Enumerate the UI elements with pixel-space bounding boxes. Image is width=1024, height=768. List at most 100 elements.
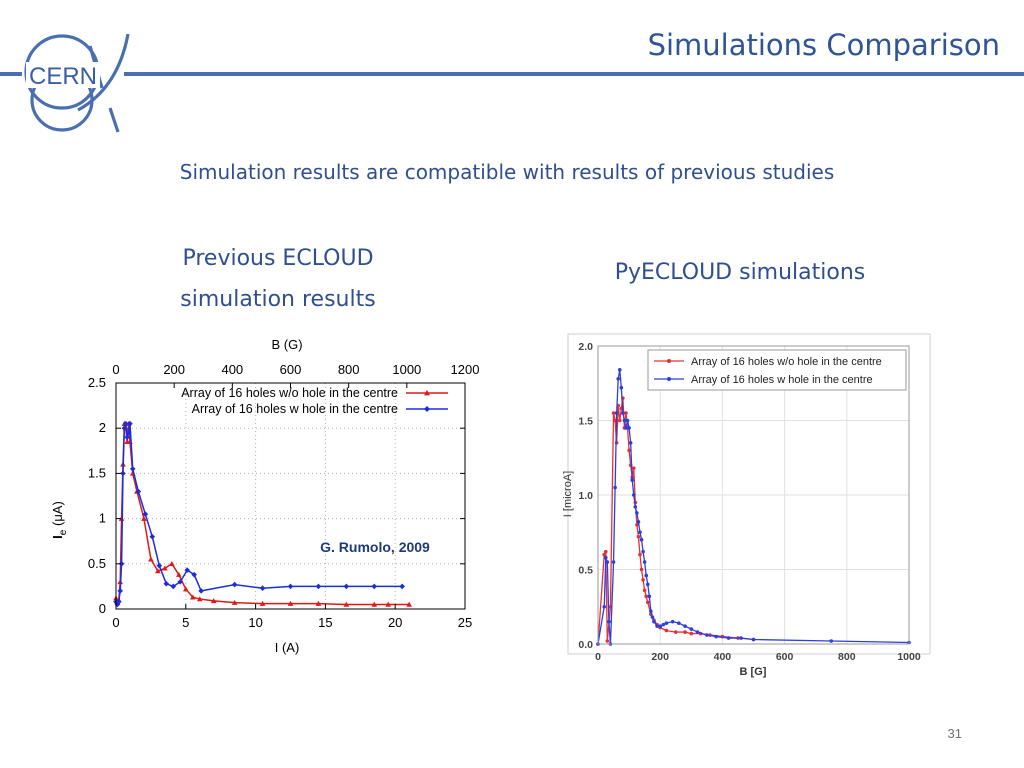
pyecloud-series-1-point bbox=[625, 418, 630, 423]
pyecloud-series-1-point bbox=[628, 441, 633, 445]
ecloud-series-1-point bbox=[315, 583, 322, 590]
pyecloud-series-1-point bbox=[661, 622, 666, 627]
pyecloud-series-1-point bbox=[647, 594, 652, 599]
pyecloud-series-1-point bbox=[658, 624, 662, 628]
ecloud-series-1-point bbox=[170, 583, 177, 590]
ecloud-series-1-point bbox=[231, 581, 238, 588]
ecloud-plot-frame bbox=[115, 382, 466, 610]
pyecloud-legend-label-1: Array of 16 holes w hole in the centre bbox=[691, 374, 873, 386]
pyecloud-ticks: 0 200 400 600 800 1000 0.0 0.5 1.0 1.5 2.0 bbox=[578, 341, 920, 663]
ecloud-series-0-point bbox=[259, 600, 266, 606]
pyecloud-series-0-point bbox=[602, 552, 607, 557]
ecloud-series-0-point bbox=[210, 598, 217, 604]
pyecloud-x-tick-label: 1000 bbox=[897, 651, 921, 663]
ecloud-series-0-point bbox=[155, 568, 161, 574]
ecloud-series-0-point bbox=[162, 565, 168, 571]
pyecloud-series-1-point bbox=[652, 619, 656, 624]
pyecloud-series-1-point bbox=[642, 560, 647, 564]
pyecloud-series-0-point bbox=[624, 411, 628, 415]
header-rule-left bbox=[0, 72, 22, 76]
ecloud-series-1-point bbox=[118, 561, 125, 567]
pyecloud-series-1-point bbox=[650, 615, 655, 619]
pyecloud-series-1-point bbox=[644, 573, 649, 578]
pyecloud-series-line-1 bbox=[597, 369, 910, 645]
pyecloud-series-1-point bbox=[631, 493, 636, 497]
left-heading: Previous ECLOUD simulation results bbox=[138, 238, 418, 320]
ecloud-x2-tick-label: 0 bbox=[112, 362, 119, 377]
ecloud-y-tick-label: 0 bbox=[99, 601, 106, 616]
pyecloud-series-1-point bbox=[639, 537, 644, 542]
pyecloud-series-1-point bbox=[641, 549, 645, 554]
ecloud-y-axis-main: I bbox=[50, 535, 65, 539]
ecloud-series-1-point bbox=[115, 598, 122, 605]
pyecloud-series-1-point bbox=[739, 636, 743, 640]
pyecloud-series-1-point bbox=[605, 560, 610, 564]
ecloud-series-1-point bbox=[287, 583, 294, 590]
ecloud-series-1-point bbox=[198, 588, 204, 594]
logo-text: CERN bbox=[29, 63, 97, 90]
ecloud-x2-tick-label: 600 bbox=[280, 362, 302, 377]
pyecloud-series-0-point bbox=[638, 552, 642, 557]
ecloud-series-1-point bbox=[343, 583, 350, 590]
pyecloud-series-0-point bbox=[644, 594, 649, 599]
pyecloud-series-1-point bbox=[616, 376, 621, 381]
pyecloud-series-0-point bbox=[689, 631, 694, 636]
cern-logo: CERN bbox=[24, 33, 130, 133]
ecloud-series-1-point bbox=[371, 583, 378, 590]
ecloud-y-tick-label: 0.5 bbox=[88, 556, 106, 571]
pyecloud-series-0-point bbox=[617, 418, 622, 423]
ecloud-series-0-point bbox=[406, 601, 412, 607]
ecloud-series-0-point bbox=[315, 600, 322, 606]
ecloud-series-1-point bbox=[120, 470, 126, 477]
pyecloud-series-1-point bbox=[627, 426, 631, 430]
pyecloud-series-0-point bbox=[642, 588, 647, 593]
pyecloud-series-1-point bbox=[635, 511, 639, 515]
left-heading-line2: simulation results bbox=[180, 287, 376, 312]
pyecloud-series-0-point bbox=[641, 578, 645, 582]
pyecloud-series bbox=[596, 368, 911, 646]
ecloud-series-1-point bbox=[184, 567, 190, 573]
ecloud-y-axis-unit: (μA) bbox=[50, 501, 65, 529]
pyecloud-legend: Array of 16 holes w/o hole in the centre… bbox=[647, 349, 907, 391]
ecloud-annotation: G. Rumolo, 2009 bbox=[320, 539, 430, 555]
ecloud-series-0-point bbox=[183, 586, 189, 592]
ecloud-series-1-point bbox=[142, 511, 149, 517]
ecloud-series-line-1 bbox=[115, 423, 403, 607]
ecloud-series-line-0 bbox=[115, 423, 410, 606]
pyecloud-series-1-point bbox=[677, 621, 681, 625]
ecloud-series-1-point bbox=[125, 429, 132, 436]
pyecloud-series-1-point bbox=[649, 609, 653, 614]
ecloud-series-1-point bbox=[149, 533, 156, 540]
pyecloud-series-1-point bbox=[603, 555, 608, 560]
ecloud-series-0-point bbox=[176, 571, 182, 577]
ecloud-y-axis-label: Ie (μA) bbox=[50, 501, 69, 539]
ecloud-series-1-point bbox=[156, 562, 163, 569]
pyecloud-series-0-point bbox=[611, 411, 616, 415]
ecloud-x2-tick-label: 400 bbox=[221, 362, 243, 377]
ecloud-legend-label-0: Array of 16 holes w/o hole in the centre bbox=[181, 386, 398, 400]
ecloud-x-tick-label: 10 bbox=[248, 615, 262, 630]
ecloud-series-1-point bbox=[191, 571, 197, 578]
pyecloud-series-0-point bbox=[673, 630, 678, 634]
pyecloud-legend-marker-1 bbox=[667, 377, 671, 381]
ecloud-series-1-point bbox=[259, 585, 266, 592]
pyecloud-series-1-point bbox=[607, 619, 611, 624]
ecloud-gridlines bbox=[116, 383, 465, 609]
pyecloud-series-1-point bbox=[638, 530, 642, 535]
right-heading: PyECLOUD simulations bbox=[614, 260, 866, 285]
pyecloud-series-0-point bbox=[664, 628, 669, 633]
pyecloud-series-1-point bbox=[613, 485, 617, 490]
pyecloud-series-0-point bbox=[635, 523, 639, 527]
pyecloud-chart: 0 200 400 600 800 1000 0.0 0.5 1.0 1.5 2.0 B [G] I… bbox=[562, 333, 931, 678]
slide-subtitle: Simulation results are compatible with r… bbox=[179, 160, 835, 184]
ecloud-legend-marker-0 bbox=[424, 390, 430, 396]
ecloud-legend-marker-1 bbox=[424, 406, 430, 412]
pyecloud-series-1-point bbox=[829, 639, 834, 643]
pyecloud-series-1-point bbox=[636, 520, 641, 524]
pyecloud-series-0-point bbox=[627, 448, 631, 453]
ecloud-x-axis-label: I (A) bbox=[275, 640, 300, 655]
ecloud-y-axis-sub: e bbox=[58, 529, 69, 535]
pyecloud-x-tick-label: 0 bbox=[595, 651, 601, 663]
ecloud-x-tick-label: 20 bbox=[388, 615, 402, 630]
pyecloud-series-0-point bbox=[683, 630, 687, 634]
